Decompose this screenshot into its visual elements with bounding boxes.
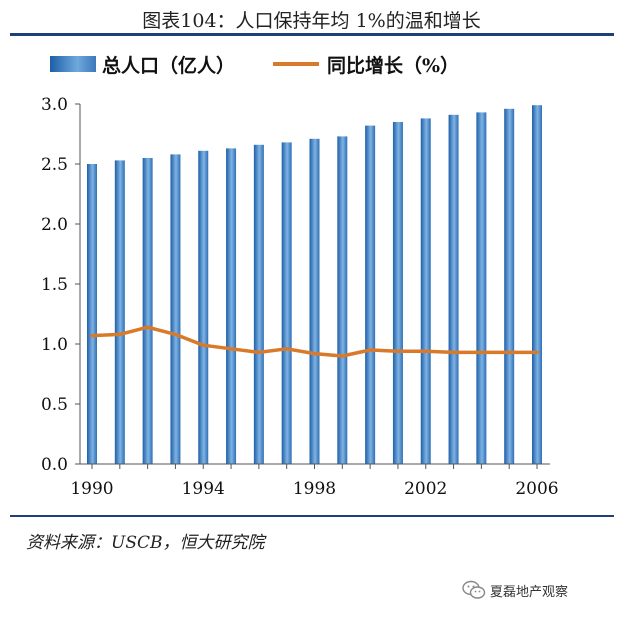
legend-label-growth: 同比增长（%） — [327, 54, 460, 77]
population-bar — [504, 108, 515, 465]
x-tick-label: 1998 — [293, 479, 336, 499]
population-bar — [337, 136, 348, 464]
y-tick-label: 1.0 — [41, 335, 68, 355]
legend-item-population: 总人口（亿人） — [50, 51, 235, 78]
legend: 总人口（亿人） 同比增长（%） — [50, 50, 497, 78]
population-bar — [365, 125, 376, 464]
y-tick-label: 0.5 — [41, 395, 68, 415]
population-bar — [142, 158, 153, 464]
watermark: 夏磊地产观察 — [462, 580, 568, 600]
axes: 0.0 0.5 1.0 1.5 2.0 2.5 3.0 1990 1994 1998 2002 200… — [41, 95, 559, 499]
population-bar — [476, 112, 487, 465]
y-tick-label: 3.0 — [41, 95, 68, 115]
x-tick-label: 2002 — [404, 479, 447, 499]
bottom-rule — [10, 515, 614, 517]
y-tick-label: 2.0 — [41, 215, 68, 235]
wechat-icon — [462, 580, 486, 599]
y-tick-label: 2.5 — [41, 155, 68, 175]
population-bar — [448, 114, 459, 465]
population-bar — [198, 150, 209, 465]
line-series — [90, 325, 539, 358]
population-bar — [420, 118, 431, 465]
population-bar — [392, 122, 403, 464]
population-bar — [309, 138, 320, 465]
watermark-label: 夏磊地产观察 — [490, 584, 569, 600]
legend-line-swatch — [273, 62, 320, 66]
population-bar — [114, 160, 125, 464]
legend-item-growth: 同比增长（%） — [273, 51, 459, 78]
chart-svg: 0.0 0.5 1.0 1.5 2.0 2.5 3.0 1990 1994 1998 2002 200… — [41, 95, 559, 499]
population-bar — [226, 148, 237, 464]
x-tick-label: 1994 — [182, 479, 225, 499]
growth-line — [90, 325, 539, 358]
x-tick-label: 2006 — [515, 479, 558, 499]
population-bar — [87, 164, 97, 464]
population-bar — [253, 144, 264, 465]
population-bar — [281, 142, 292, 464]
x-tick-label: 1990 — [70, 479, 113, 499]
legend-bar-swatch — [50, 56, 96, 72]
chart-title: 图表104：人口保持年均 1%的温和增长 — [142, 10, 481, 32]
population-bar — [532, 105, 542, 464]
top-rule — [10, 33, 614, 36]
y-tick-label: 1.5 — [41, 275, 68, 295]
legend-label-population: 总人口（亿人） — [102, 54, 236, 77]
population-bar — [170, 154, 181, 464]
y-tick-label: 0.0 — [41, 455, 68, 475]
source-note: 资料来源：USCB，恒大研究院 — [26, 533, 265, 553]
bar-series — [87, 105, 542, 465]
